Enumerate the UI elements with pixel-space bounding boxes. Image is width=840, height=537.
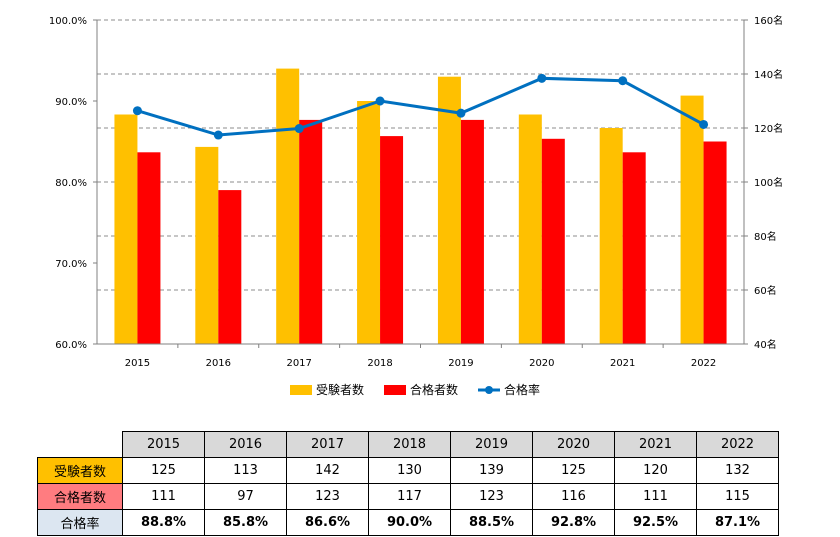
table-cell: 116 bbox=[532, 483, 615, 510]
x-tick-label: 2019 bbox=[448, 358, 473, 369]
y-right-tick-label: 80名 bbox=[754, 230, 777, 243]
table-year-header: 2018 bbox=[368, 431, 451, 458]
combo-chart: 60.0% 70.0% 80.0% 90.0% 100.0% 40名 60名 80名 100名 1… bbox=[49, 14, 783, 397]
y-right-tick-label: 120名 bbox=[754, 122, 783, 135]
bar-passers bbox=[137, 152, 161, 344]
table-cell: 132 bbox=[696, 457, 779, 484]
x-tick-label: 2022 bbox=[691, 358, 716, 369]
bar-passers bbox=[380, 136, 404, 344]
table-cell: 88.5% bbox=[450, 509, 533, 536]
bar-passers bbox=[622, 152, 646, 344]
y-left-tick-label: 80.0% bbox=[55, 178, 87, 189]
y-left-tick-label: 100.0% bbox=[49, 16, 87, 27]
line-point-pass-rate bbox=[213, 130, 223, 140]
table-year-header: 2020 bbox=[532, 431, 615, 458]
legend-label: 受験者数 bbox=[316, 382, 364, 397]
y-right-tick-label: 100名 bbox=[754, 176, 783, 189]
table-cell: 123 bbox=[450, 483, 533, 510]
table-header-row: 2015 2016 2017 2018 2019 2020 2021 2022 bbox=[37, 431, 779, 458]
y-right-tick-label: 140名 bbox=[754, 68, 783, 81]
bar-passers bbox=[541, 138, 565, 344]
table-cell: 87.1% bbox=[696, 509, 779, 536]
table-year-header: 2022 bbox=[696, 431, 779, 458]
table-row-passers: 合格者数 111 97 123 117 123 116 111 115 bbox=[37, 483, 779, 510]
y-right-tick-label: 60名 bbox=[754, 284, 777, 297]
bar-examinees bbox=[114, 114, 138, 344]
data-table: 2015 2016 2017 2018 2019 2020 2021 2022 … bbox=[37, 431, 779, 536]
table-cell: 125 bbox=[122, 457, 205, 484]
bar-passers bbox=[460, 119, 484, 345]
bar-examinees bbox=[195, 146, 219, 344]
legend-label: 合格者数 bbox=[410, 382, 458, 397]
table-cell: 113 bbox=[204, 457, 287, 484]
row-label-pass-rate: 合格率 bbox=[37, 509, 123, 536]
x-tick-label: 2018 bbox=[367, 358, 392, 369]
x-tick-label: 2017 bbox=[286, 358, 311, 369]
table-cell: 90.0% bbox=[368, 509, 451, 536]
y-left-tick-label: 70.0% bbox=[55, 259, 87, 270]
line-point-pass-rate bbox=[699, 119, 709, 129]
bar-examinees bbox=[599, 128, 623, 344]
bar-examinees bbox=[680, 95, 704, 344]
table-cell: 125 bbox=[532, 457, 615, 484]
table-cell: 86.6% bbox=[286, 509, 369, 536]
bar-passers bbox=[218, 190, 242, 344]
table-year-header: 2016 bbox=[204, 431, 287, 458]
line-point-pass-rate bbox=[375, 96, 385, 106]
table-year-header: 2015 bbox=[122, 431, 205, 458]
legend-label: 合格率 bbox=[504, 382, 540, 397]
table-row-examinees: 受験者数 125 113 142 130 139 125 120 132 bbox=[37, 457, 779, 484]
x-tick-label: 2021 bbox=[610, 358, 635, 369]
table-cell: 123 bbox=[286, 483, 369, 510]
table-year-header: 2021 bbox=[614, 431, 697, 458]
bar-examinees bbox=[357, 101, 381, 344]
table-cell: 97 bbox=[204, 483, 287, 510]
table-cell: 85.8% bbox=[204, 509, 287, 536]
table-cell: 142 bbox=[286, 457, 369, 484]
bar-passers bbox=[299, 119, 323, 345]
table-cell: 111 bbox=[614, 483, 697, 510]
bar-passers bbox=[703, 141, 727, 344]
legend-swatch-pass-rate-marker bbox=[485, 386, 493, 394]
x-tick-label: 2016 bbox=[206, 358, 231, 369]
table-cell: 88.8% bbox=[122, 509, 205, 536]
line-point-pass-rate bbox=[537, 73, 547, 83]
table-corner bbox=[37, 431, 123, 458]
x-tick-label: 2020 bbox=[529, 358, 554, 369]
table-cell: 92.8% bbox=[532, 509, 615, 536]
y-right-tick-label: 40名 bbox=[754, 338, 777, 351]
table-year-header: 2017 bbox=[286, 431, 369, 458]
y-left-tick-label: 90.0% bbox=[55, 97, 87, 108]
bar-examinees bbox=[276, 68, 300, 344]
line-point-pass-rate bbox=[618, 76, 628, 86]
line-point-pass-rate bbox=[294, 124, 304, 134]
table-cell: 117 bbox=[368, 483, 451, 510]
table-cell: 111 bbox=[122, 483, 205, 510]
legend-swatch-examinees bbox=[290, 385, 312, 395]
table-year-header: 2019 bbox=[450, 431, 533, 458]
table-cell: 130 bbox=[368, 457, 451, 484]
bar-examinees bbox=[437, 76, 461, 344]
table-row-pass-rate: 合格率 88.8% 85.8% 86.6% 90.0% 88.5% 92.8% … bbox=[37, 509, 779, 536]
table-cell: 139 bbox=[450, 457, 533, 484]
row-label-examinees: 受験者数 bbox=[37, 457, 123, 484]
bar-examinees bbox=[518, 114, 542, 344]
x-tick-label: 2015 bbox=[125, 358, 150, 369]
line-pass-rate bbox=[137, 76, 705, 137]
y-right-tick-label: 160名 bbox=[754, 14, 783, 27]
table-cell: 120 bbox=[614, 457, 697, 484]
table-cell: 115 bbox=[696, 483, 779, 510]
line-point-pass-rate bbox=[456, 108, 466, 118]
table-cell: 92.5% bbox=[614, 509, 697, 536]
line-point-pass-rate bbox=[132, 106, 142, 116]
legend-swatch-passers bbox=[384, 385, 406, 395]
y-left-tick-label: 60.0% bbox=[55, 340, 87, 351]
row-label-passers: 合格者数 bbox=[37, 483, 123, 510]
